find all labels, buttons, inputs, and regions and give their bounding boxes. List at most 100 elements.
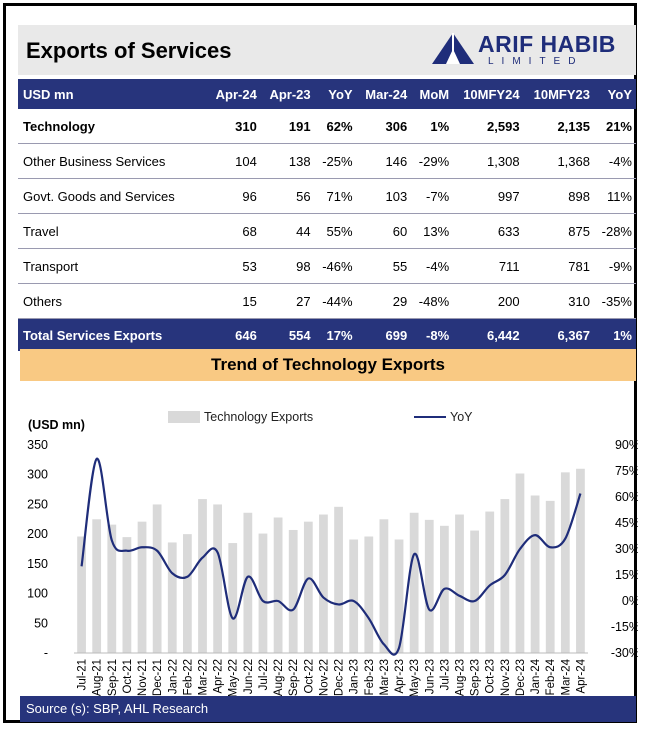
col-header-apr24: Apr-24	[207, 79, 261, 109]
bar-technology-exports	[470, 530, 480, 653]
y-tick-left: 100	[27, 587, 48, 601]
bar-technology-exports	[303, 521, 313, 653]
col-header-10mfy23: 10MFY23	[523, 79, 594, 109]
table-row: Travel 68 44 55% 60 13% 633 875 -28%	[18, 213, 636, 249]
table-cell: 55%	[314, 213, 357, 249]
table-cell: 29	[356, 283, 412, 319]
table-cell: -4%	[593, 143, 636, 179]
table-row: Govt. Goods and Services 96 56 71% 103 -7% 997…	[18, 178, 636, 214]
y-tick-left: 200	[27, 527, 48, 541]
table-cell: 310	[207, 109, 261, 144]
row-label: Technology	[18, 109, 207, 144]
table-cell: -29%	[411, 143, 454, 179]
col-header-mar24: Mar-24	[356, 79, 412, 109]
bar-technology-exports	[560, 472, 570, 653]
table-cell: 71%	[314, 178, 357, 214]
y-tick-right: -30%	[611, 646, 638, 660]
bar-technology-exports	[515, 473, 525, 653]
legend-label-technology-exports: Technology Exports	[204, 410, 313, 424]
x-tick-label: Jan-24	[530, 658, 542, 694]
x-tick-label: Oct-21	[122, 659, 134, 694]
row-label: Other Business Services	[18, 143, 207, 179]
table-cell: 103	[356, 178, 412, 214]
table-cell: 554	[260, 318, 315, 351]
legend-bar-swatch	[168, 411, 200, 423]
row-label: Transport	[18, 248, 207, 284]
table-cell: 997	[453, 178, 524, 214]
yoy-line	[80, 457, 582, 656]
bar-technology-exports	[198, 499, 207, 653]
y-tick-left: 250	[27, 497, 48, 511]
table-cell: 1,368	[523, 143, 594, 179]
x-tick-label: Feb-23	[364, 659, 376, 695]
bar-technology-exports	[182, 534, 192, 653]
x-tick-label: Jan-22	[167, 659, 179, 694]
col-header-10mfy24: 10MFY24	[453, 79, 524, 109]
bar-technology-exports	[228, 543, 238, 653]
x-tick-label: Nov-22	[318, 659, 330, 696]
table-cell: 2,593	[453, 109, 524, 144]
table-cell: 310	[523, 283, 594, 319]
page-title: Exports of Services	[26, 38, 232, 63]
table-cell: 53	[207, 248, 261, 284]
row-label: Others	[18, 283, 207, 319]
y-tick-left: 50	[34, 616, 48, 630]
x-tick-label: Jan-23	[349, 659, 361, 694]
table-cell: -7%	[411, 178, 454, 214]
y-tick-right: 90%	[615, 438, 638, 452]
table-row: Transport 53 98 -46% 55 -4% 711 781 -9%	[18, 248, 636, 284]
technology-exports-chart: Technology Exports YoY (USD mn) - 50 100 150 20…	[27, 410, 638, 697]
x-tick-label: Mar-24	[560, 658, 572, 695]
table-cell: 21%	[593, 109, 636, 144]
y-tick-left: 350	[27, 438, 48, 452]
table-row: Others 15 27 -44% 29 -48% 200 310 -35%	[18, 283, 636, 319]
row-label: Govt. Goods and Services	[18, 178, 207, 214]
table-cell: 104	[207, 143, 261, 179]
y-tick-left: -	[44, 646, 48, 660]
table-row: Other Business Services 104 138 -25% 146 -29%…	[18, 143, 636, 179]
table-cell: 17%	[314, 318, 357, 351]
y-tick-left: 300	[27, 468, 48, 482]
bar-technology-exports	[545, 500, 555, 653]
bar-technology-exports	[364, 536, 374, 653]
table-cell: 633	[453, 213, 524, 249]
table-cell: 146	[356, 143, 412, 179]
col-header-yoy-cumulative: YoY	[593, 79, 636, 109]
x-tick-label: Mar-23	[379, 659, 391, 695]
y-tick-right: 60%	[615, 490, 638, 504]
source-note: Source (s): SBP, AHL Research	[20, 696, 636, 722]
row-label: Travel	[18, 213, 207, 249]
x-tick-label: Mar-22	[198, 659, 210, 695]
col-header-mom: MoM	[411, 79, 454, 109]
table-cell: -8%	[411, 318, 454, 351]
x-tick-label: May-23	[409, 659, 421, 697]
table-row: Technology 310 191 62% 306 1% 2,593 2,135 21%	[18, 109, 636, 144]
table-cell: 6,367	[523, 318, 594, 351]
x-tick-label: Jul-21	[77, 659, 89, 690]
bar-technology-exports	[349, 539, 359, 653]
table-total-row: Total Services Exports 646 554 17% 699 -8% 6,4…	[18, 318, 636, 351]
col-header-apr23: Apr-23	[260, 79, 315, 109]
table-cell: 200	[453, 283, 524, 319]
table-cell: 1%	[593, 318, 636, 351]
table-cell: 2,135	[523, 109, 594, 144]
bar-technology-exports	[409, 512, 419, 653]
bar-technology-exports	[334, 506, 343, 653]
table-cell: 11%	[593, 178, 636, 214]
company-logo: ARIF HABIB LIMITED	[430, 31, 630, 71]
table-cell: 27	[260, 283, 315, 319]
x-tick-label: Sep-21	[107, 659, 119, 696]
table-cell: 138	[260, 143, 315, 179]
x-tick-label: Apr-22	[213, 659, 225, 694]
logo-mark-icon	[432, 33, 474, 64]
table-cell: 44	[260, 213, 315, 249]
table-cell: 711	[453, 248, 524, 284]
x-tick-label: Oct-22	[303, 659, 315, 694]
logo-name: ARIF HABIB	[478, 31, 616, 57]
report-frame: Exports of Services ARIF HABIB LIMITED U…	[3, 3, 638, 723]
x-tick-label: May-22	[228, 659, 240, 697]
x-tick-label: Apr-24	[575, 658, 587, 693]
table-cell: 68	[207, 213, 261, 249]
bar-technology-exports	[394, 539, 404, 653]
table-cell: 6,442	[453, 318, 524, 351]
